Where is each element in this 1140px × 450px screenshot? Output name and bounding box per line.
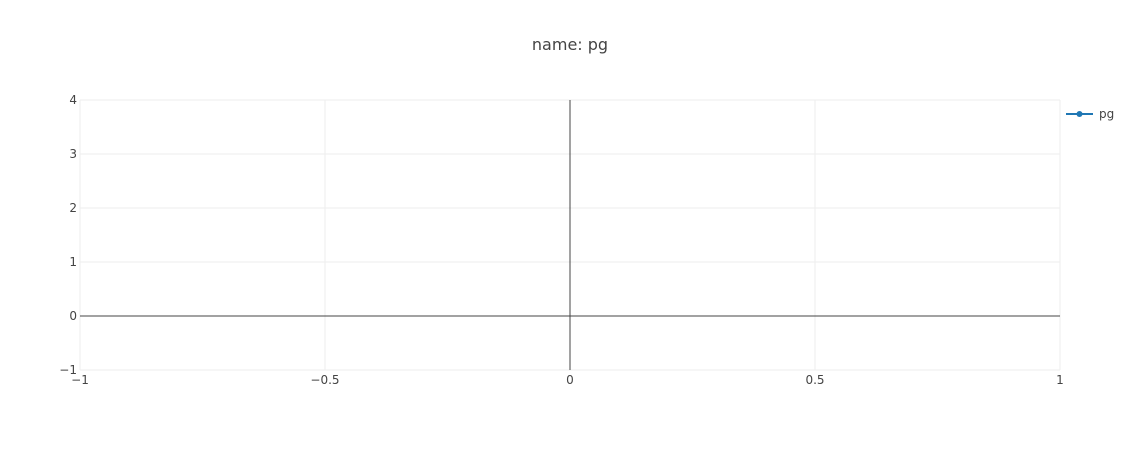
x-tick-label: 1 [1056,373,1064,387]
legend[interactable]: pg [1066,107,1114,121]
x-tick-label: −1 [71,373,89,387]
y-tick-label: −1 [59,363,77,377]
tick-layer: −1 −0.5 0 0.5 1 −1 0 1 2 3 4 [59,93,1064,387]
x-tick-label: 0.5 [805,373,824,387]
legend-item[interactable]: pg [1066,107,1114,121]
x-tick-label: 0 [566,373,574,387]
y-tick-label: 4 [69,93,77,107]
chart-title: name: pg [532,35,608,54]
axis-layer [80,100,1060,370]
y-tick-label: 0 [69,309,77,323]
y-tick-label: 3 [69,147,77,161]
x-tick-label: −0.5 [310,373,339,387]
legend-label: pg [1099,107,1114,121]
y-tick-label: 2 [69,201,77,215]
y-tick-label: 1 [69,255,77,269]
legend-marker [1076,111,1083,117]
